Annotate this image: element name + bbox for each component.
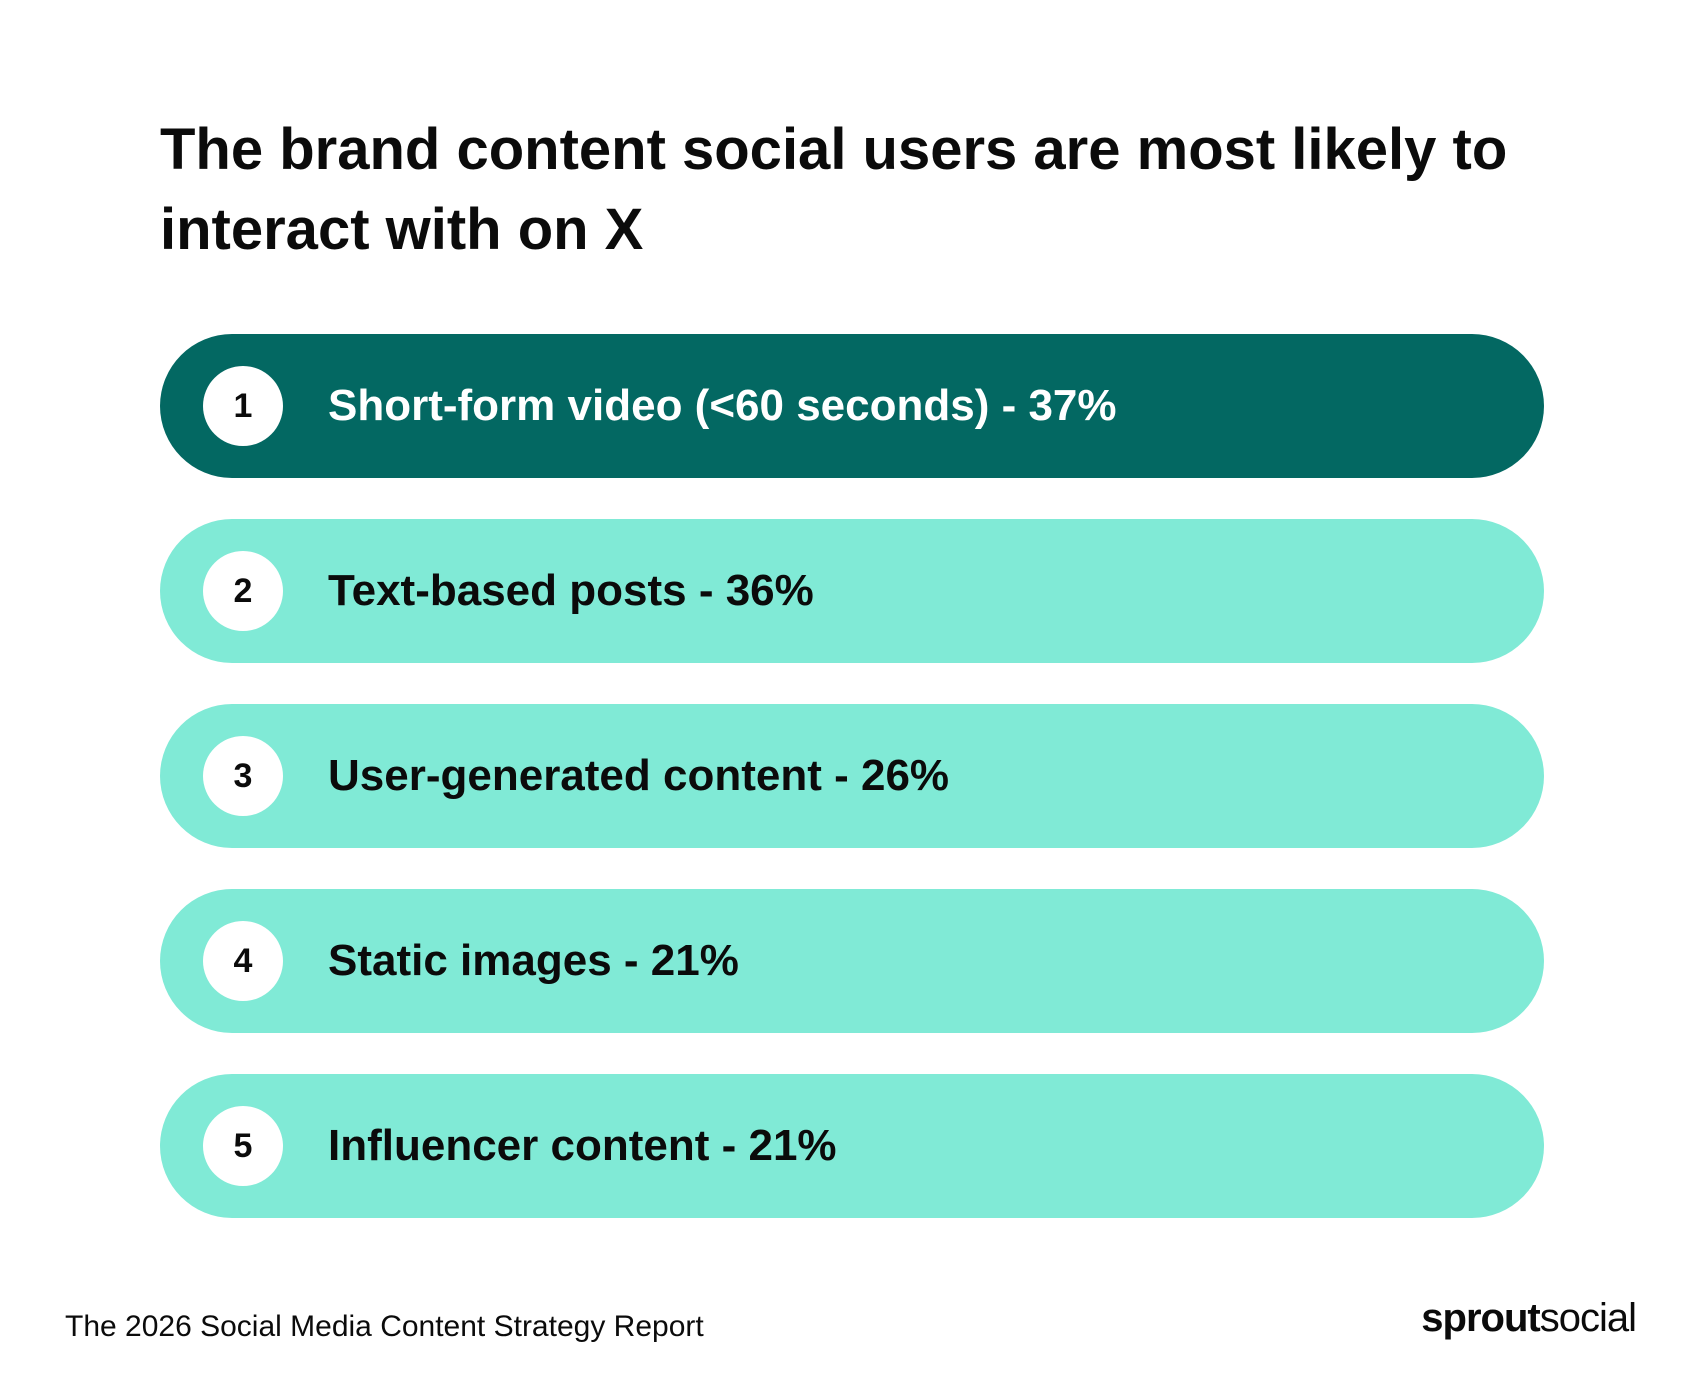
rank-badge: 3 [203,736,283,816]
report-name: The 2026 Social Media Content Strategy R… [65,1310,704,1343]
logo-primary: sprout [1421,1296,1540,1340]
ranking-label: Static images - 21% [328,936,739,985]
ranking-list: 1 Short-form video (<60 seconds) - 37% 2… [160,334,1544,1259]
ranking-item-2: 2 Text-based posts - 36% [160,519,1544,663]
ranking-item-1: 1 Short-form video (<60 seconds) - 37% [160,334,1544,478]
page-title: The brand content social users are most … [160,117,1508,262]
rank-badge: 1 [203,366,283,446]
rank-badge: 5 [203,1106,283,1186]
ranking-label: User-generated content - 26% [328,751,950,800]
ranking-item-3: 3 User-generated content - 26% [160,704,1544,848]
rank-badge: 2 [203,551,283,631]
sproutsocial-logo: sproutsocial [1421,1296,1637,1341]
ranking-item-5: 5 Influencer content - 21% [160,1074,1544,1218]
ranking-item-4: 4 Static images - 21% [160,889,1544,1033]
ranking-label: Text-based posts - 36% [328,566,814,615]
logo-secondary: social [1539,1296,1637,1340]
ranking-label: Short-form video (<60 seconds) - 37% [328,381,1117,430]
ranking-label: Influencer content - 21% [328,1121,837,1170]
rank-badge: 4 [203,921,283,1001]
